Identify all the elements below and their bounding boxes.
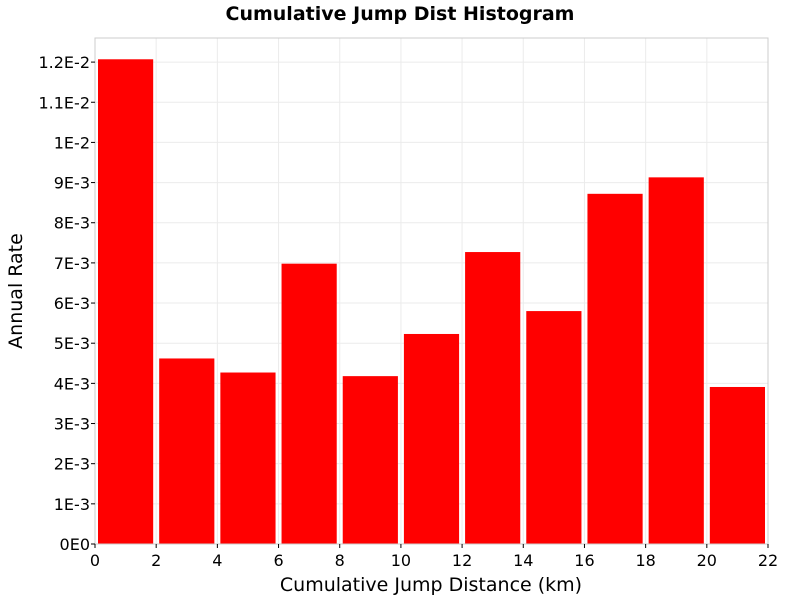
y-tick-label: 1E-2 (54, 133, 90, 152)
y-axis: 0E0 1E-3 2E-3 3E-3 4E-3 5E-3 6E-3 7E-3 8E-3 9E-3 1… (38, 53, 95, 554)
x-tick-label: 12 (452, 551, 472, 570)
histogram-bar (465, 252, 521, 545)
y-tick-label: 6E-3 (54, 294, 90, 313)
x-tick-label: 6 (273, 551, 283, 570)
y-tick-label: 2E-3 (54, 455, 90, 474)
x-tick-label: 10 (391, 551, 411, 570)
x-tick-label: 8 (335, 551, 345, 570)
y-tick-label: 1.2E-2 (38, 53, 90, 72)
y-axis-label: Annual Rate (5, 233, 27, 349)
x-tick-label: 20 (697, 551, 717, 570)
x-tick-label: 2 (151, 551, 161, 570)
histogram-bar (342, 376, 398, 544)
histogram-bar (403, 333, 460, 544)
x-axis-label: Cumulative Jump Distance (km) (280, 574, 582, 596)
histogram-bar (587, 193, 643, 545)
x-tick-label: 22 (758, 551, 778, 570)
plot-frame (94, 37, 769, 545)
bars (98, 59, 765, 545)
histogram-bar (98, 59, 154, 545)
y-tick-label: 0E0 (60, 535, 90, 554)
x-tick-label: 0 (90, 551, 100, 570)
y-tick-label: 4E-3 (54, 374, 90, 393)
y-tick-label: 1E-3 (54, 495, 90, 514)
y-tick-label: 1.1E-2 (38, 93, 90, 112)
chart-title: Cumulative Jump Dist Histogram (226, 3, 575, 25)
histogram-bar (220, 372, 276, 544)
y-tick-label: 5E-3 (54, 334, 90, 353)
x-tick-label: 16 (574, 551, 594, 570)
plot-area (94, 37, 769, 545)
histogram-bar (281, 263, 337, 544)
y-tick-label: 9E-3 (54, 174, 90, 193)
x-tick-label: 4 (212, 551, 222, 570)
histogram-bar (648, 177, 704, 544)
histogram-bar (709, 386, 765, 544)
y-tick-label: 7E-3 (54, 254, 90, 273)
x-axis: 0 2 4 6 8 10 12 14 16 18 20 22 (90, 544, 778, 570)
y-tick-label: 8E-3 (54, 214, 90, 233)
histogram-bar (526, 311, 582, 544)
y-tick-label: 3E-3 (54, 415, 90, 434)
x-tick-label: 14 (513, 551, 533, 570)
histogram-bar (159, 358, 215, 544)
x-tick-label: 18 (635, 551, 655, 570)
